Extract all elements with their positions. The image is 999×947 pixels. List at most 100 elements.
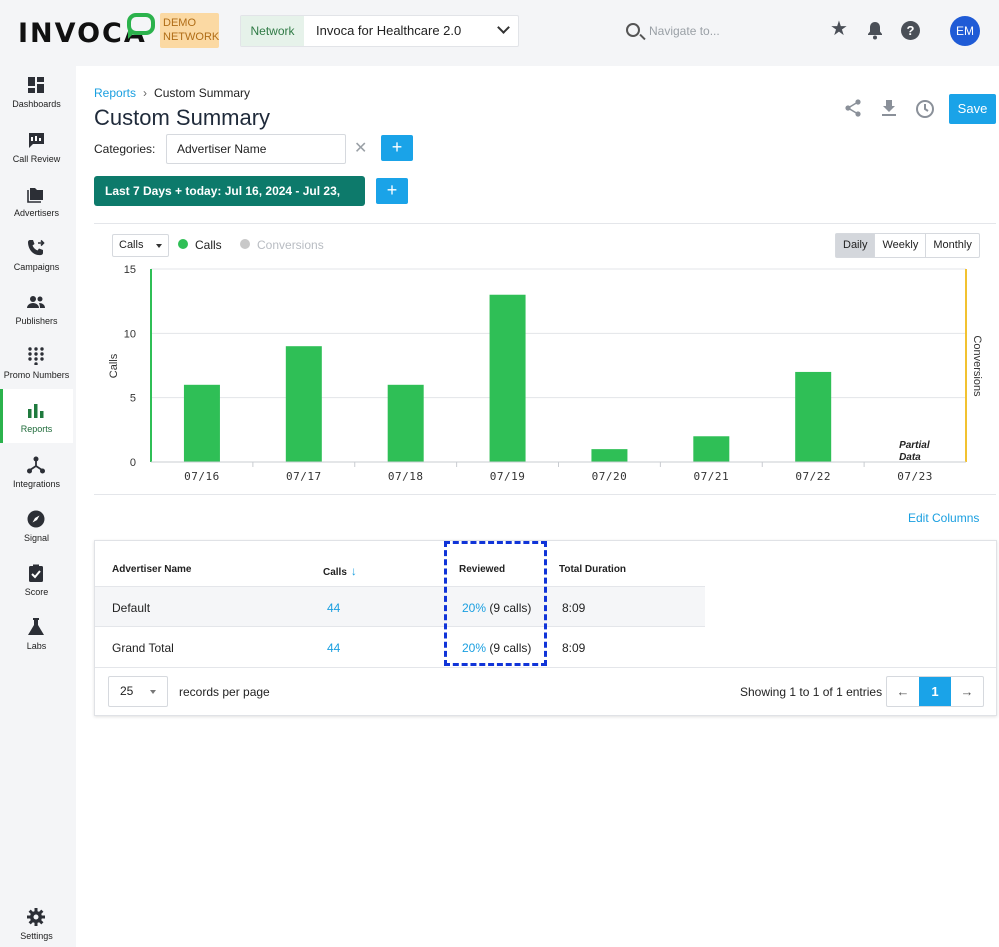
records-per-page-select[interactable]: 25 <box>108 676 168 707</box>
period-toggle: Daily Weekly Monthly <box>835 233 980 258</box>
column-header-reviewed[interactable]: Reviewed <box>459 564 506 575</box>
phone-forward-icon <box>28 239 45 256</box>
cell-reviewed-calls: (9 calls) <box>489 641 532 655</box>
prev-page-button[interactable]: ← <box>896 684 910 699</box>
sidebar-item-campaigns[interactable]: Campaigns <box>0 227 73 281</box>
breadcrumb: Reports › Custom Summary <box>94 86 250 100</box>
page-1-button[interactable]: 1 <box>919 677 951 706</box>
cell-calls-link[interactable]: 44 <box>327 641 341 655</box>
sidebar-item-label: Integrations <box>12 479 61 489</box>
table-row: Default 44 20% (9 calls) 8:09 <box>95 586 705 626</box>
download-icon[interactable] <box>879 99 899 119</box>
metric-select[interactable]: Calls <box>112 234 169 257</box>
y2-axis-label: Conversions <box>971 335 983 397</box>
add-date-range-button[interactable]: + <box>376 178 408 204</box>
search-icon[interactable] <box>626 23 640 37</box>
bar-chart-icon <box>28 404 44 418</box>
table-row: Grand Total 44 20% (9 calls) 8:09 <box>95 626 705 666</box>
flask-icon <box>28 618 44 635</box>
bar <box>795 371 832 462</box>
folder-icon <box>27 188 43 203</box>
sidebar-item-label: Campaigns <box>13 262 60 272</box>
compass-icon <box>27 510 45 528</box>
sidebar-item-integrations[interactable]: Integrations <box>0 444 73 498</box>
sidebar-item-publishers[interactable]: Publishers <box>0 281 73 335</box>
sidebar-item-label: Signal <box>23 533 50 543</box>
x-tick-label: 07/18 <box>388 470 424 483</box>
bar <box>489 294 526 462</box>
legend-calls-dot <box>178 239 188 249</box>
call-review-icon <box>28 133 44 148</box>
sidebar-item-label: Publishers <box>15 316 58 326</box>
cell-reviewed-pct-link[interactable]: 20% <box>462 601 487 615</box>
star-icon[interactable]: ★ <box>830 18 848 40</box>
user-avatar[interactable]: EM <box>950 16 980 46</box>
y-axis-label: Calls <box>108 353 120 378</box>
cell-reviewed-pct-link[interactable]: 20% <box>462 641 487 655</box>
y-tick-label: 15 <box>124 264 136 276</box>
sidebar-item-score[interactable]: Score <box>0 552 73 606</box>
clear-category-icon[interactable]: ✕ <box>354 140 368 157</box>
sidebar-item-reports[interactable]: Reports <box>0 389 73 443</box>
legend-calls[interactable]: Calls <box>195 238 222 252</box>
sidebar-item-signal[interactable]: Signal <box>0 498 73 552</box>
calls-bar-chart: 0 5 10 15 Calls Conversions 07/16 07/17 07/18 07/… <box>108 264 983 483</box>
column-header-calls-label: Calls <box>323 567 347 578</box>
people-icon <box>27 296 45 308</box>
period-weekly-button[interactable]: Weekly <box>874 234 925 257</box>
network-label: Network <box>241 16 304 46</box>
divider <box>94 494 996 495</box>
cell-calls-link[interactable]: 44 <box>327 601 341 615</box>
cell-total-duration: 8:09 <box>562 641 586 655</box>
column-header-advertiser-name[interactable]: Advertiser Name <box>112 564 192 575</box>
sidebar-item-labs[interactable]: Labs <box>0 606 73 660</box>
network-value: Invoca for Healthcare 2.0 <box>316 23 462 38</box>
x-tick-label: 07/16 <box>184 470 220 483</box>
x-tick-label: 07/21 <box>694 470 730 483</box>
sidebar-item-call-review[interactable]: Call Review <box>0 119 73 173</box>
legend-conversions[interactable]: Conversions <box>257 238 324 252</box>
sidebar-item-settings[interactable]: Settings <box>0 896 73 947</box>
column-header-total-duration[interactable]: Total Duration <box>559 564 627 575</box>
breadcrumb-reports-link[interactable]: Reports <box>94 86 137 100</box>
x-tick-label: 07/22 <box>795 470 831 483</box>
metric-select-value: Calls <box>119 239 144 251</box>
caret-down-icon <box>150 690 156 694</box>
sidebar-item-promo-numbers[interactable]: Promo Numbers <box>0 335 73 389</box>
save-button[interactable]: Save <box>949 94 996 124</box>
period-daily-button[interactable]: Daily <box>836 234 875 257</box>
logo-bubble-tail <box>128 31 136 39</box>
add-category-button[interactable]: + <box>381 135 413 161</box>
y-tick-label: 0 <box>130 457 136 469</box>
category-field[interactable]: Advertiser Name <box>166 134 346 164</box>
sidebar-item-label: Labs <box>26 641 47 651</box>
edit-columns-link[interactable]: Edit Columns <box>908 511 980 525</box>
sidebar-item-label: Score <box>24 587 49 597</box>
help-icon[interactable]: ? <box>901 21 920 40</box>
x-tick-label: 07/23 <box>897 470 933 483</box>
share-icon[interactable] <box>843 99 863 119</box>
sidebar-item-label: Settings <box>20 931 53 941</box>
demo-network-badge: DEMO NETWORK <box>160 13 219 48</box>
bell-icon[interactable] <box>864 21 886 43</box>
sidebar-item-dashboards[interactable]: Dashboards <box>0 64 73 118</box>
records-per-page-value: 25 <box>120 684 134 698</box>
next-page-button[interactable]: → <box>960 684 974 699</box>
logo-chat-bubble-icon <box>127 13 155 35</box>
cell-total-duration: 8:09 <box>562 601 586 615</box>
sidebar-item-label: Advertisers <box>13 208 59 218</box>
history-clock-icon[interactable] <box>915 99 935 119</box>
breadcrumb-current: Custom Summary <box>154 86 251 100</box>
network-selector[interactable]: Network Invoca for Healthcare 2.0 <box>240 15 519 47</box>
gear-icon <box>27 908 45 926</box>
sidebar-item-advertisers[interactable]: Advertisers <box>0 173 73 227</box>
clipboard-check-icon <box>29 564 43 582</box>
date-range-button[interactable]: Last 7 Days + today: Jul 16, 2024 - Jul … <box>94 176 365 228</box>
navigate-search-input[interactable]: Navigate to... <box>649 24 720 38</box>
period-monthly-button[interactable]: Monthly <box>925 234 979 257</box>
cell-advertiser-name: Default <box>112 601 151 615</box>
summary-table: Advertiser Name Calls ↓ Reviewed Total Du… <box>94 540 997 716</box>
invoca-logo[interactable]: INVOCA <box>18 18 147 49</box>
column-header-calls[interactable]: Calls ↓ <box>323 564 357 578</box>
categories-label: Categories: <box>94 142 156 156</box>
